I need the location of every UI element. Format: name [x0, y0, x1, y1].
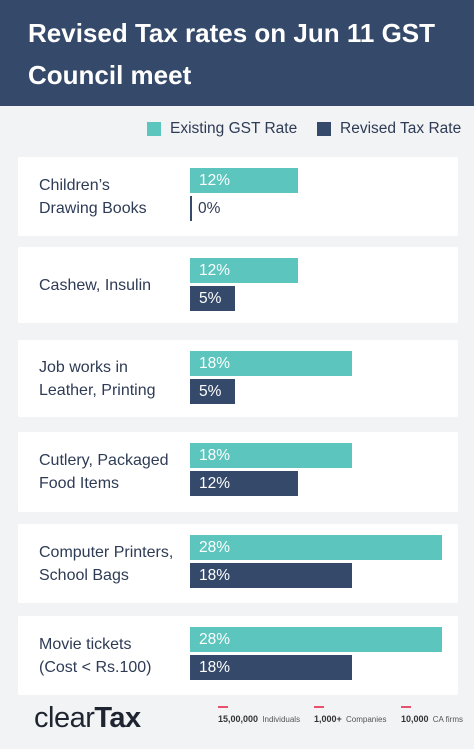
- bar-revised: 18%: [190, 655, 352, 680]
- bar-value-label: 28%: [199, 539, 231, 556]
- bar-value-label: 0%: [198, 200, 221, 217]
- category-label: Job works in Leather, Printing: [39, 358, 156, 399]
- bar-revised: 5%: [190, 286, 235, 311]
- stat-label: CA firms: [432, 715, 463, 724]
- legend-swatch-revised: [317, 122, 331, 136]
- bar-value-label: 18%: [199, 355, 231, 372]
- bar-existing: 12%: [190, 168, 298, 193]
- chart-row: Children’s Drawing Books 12% 0%: [18, 157, 458, 236]
- stat-dash: [218, 706, 228, 708]
- legend: Existing GST Rate Revised Tax Rate: [0, 120, 474, 144]
- header: Revised Tax rates on Jun 11 GST Council …: [0, 0, 474, 106]
- category-label: Movie tickets (Cost < Rs.100): [39, 635, 152, 676]
- category-label: Children’s Drawing Books: [39, 176, 147, 217]
- bar-value-label: 12%: [199, 262, 231, 279]
- logo-text-tax: Tax: [94, 702, 141, 734]
- stat-number: 1,000+: [314, 714, 342, 724]
- stat-label: Individuals: [262, 715, 301, 724]
- bar-value-label: 28%: [199, 631, 231, 648]
- legend-swatch-existing: [147, 122, 161, 136]
- stat-dash: [314, 706, 324, 708]
- footer: clearTax 15,00,000 Individuals 1,000+ Co…: [0, 692, 474, 749]
- bar-existing: 18%: [190, 443, 352, 468]
- bar-value-label: 5%: [199, 290, 222, 307]
- stat-dash: [401, 706, 411, 708]
- bar-value-label: 18%: [199, 447, 231, 464]
- chart-row: Cutlery, Packaged Food Items 18% 12%: [18, 432, 458, 512]
- bar-existing: 12%: [190, 258, 298, 283]
- cleartax-logo: clearTax: [34, 702, 141, 735]
- legend-label-existing: Existing GST Rate: [170, 120, 298, 137]
- bar-value-label: 18%: [199, 567, 231, 584]
- stat-number: 10,000: [401, 714, 429, 724]
- bar-existing: 28%: [190, 535, 442, 560]
- bar-value-label: 18%: [199, 659, 231, 676]
- logo-text-clear: clear: [34, 702, 95, 734]
- chart-row: Job works in Leather, Printing 18% 5%: [18, 340, 458, 417]
- stat-label: Companies: [346, 715, 387, 724]
- category-label: Cutlery, Packaged Food Items: [39, 452, 169, 492]
- stat-number: 15,00,000: [218, 714, 259, 724]
- stat-individuals: 15,00,000 Individuals: [218, 706, 301, 724]
- category-label: Computer Printers, School Bags: [39, 543, 174, 584]
- bar-revised: 12%: [190, 471, 298, 496]
- bar-value-label: 12%: [199, 172, 231, 189]
- category-label: Cashew, Insulin: [39, 276, 152, 294]
- stat-companies: 1,000+ Companies: [314, 706, 387, 724]
- bar-value-label: 12%: [199, 475, 231, 492]
- legend-label-revised: Revised Tax Rate: [340, 120, 462, 137]
- bar-revised: 0%: [190, 196, 220, 221]
- stat-ca-firms: 10,000 CA firms: [401, 706, 463, 724]
- chart-row: Movie tickets (Cost < Rs.100) 28% 18%: [18, 616, 458, 695]
- legend-item-revised: Revised Tax Rate: [317, 120, 461, 138]
- legend-item-existing: Existing GST Rate: [147, 120, 297, 138]
- bar-revised: 5%: [190, 379, 235, 404]
- chart-title: Revised Tax rates on Jun 11 GST Council …: [28, 18, 436, 90]
- chart-row: Computer Printers, School Bags 28% 18%: [18, 524, 458, 603]
- bar-existing: 18%: [190, 351, 352, 376]
- chart-row: Cashew, Insulin 12% 5%: [18, 247, 458, 323]
- bar-revised: 18%: [190, 563, 352, 588]
- bar-existing: 28%: [190, 627, 442, 652]
- bar-value-label: 5%: [199, 383, 222, 400]
